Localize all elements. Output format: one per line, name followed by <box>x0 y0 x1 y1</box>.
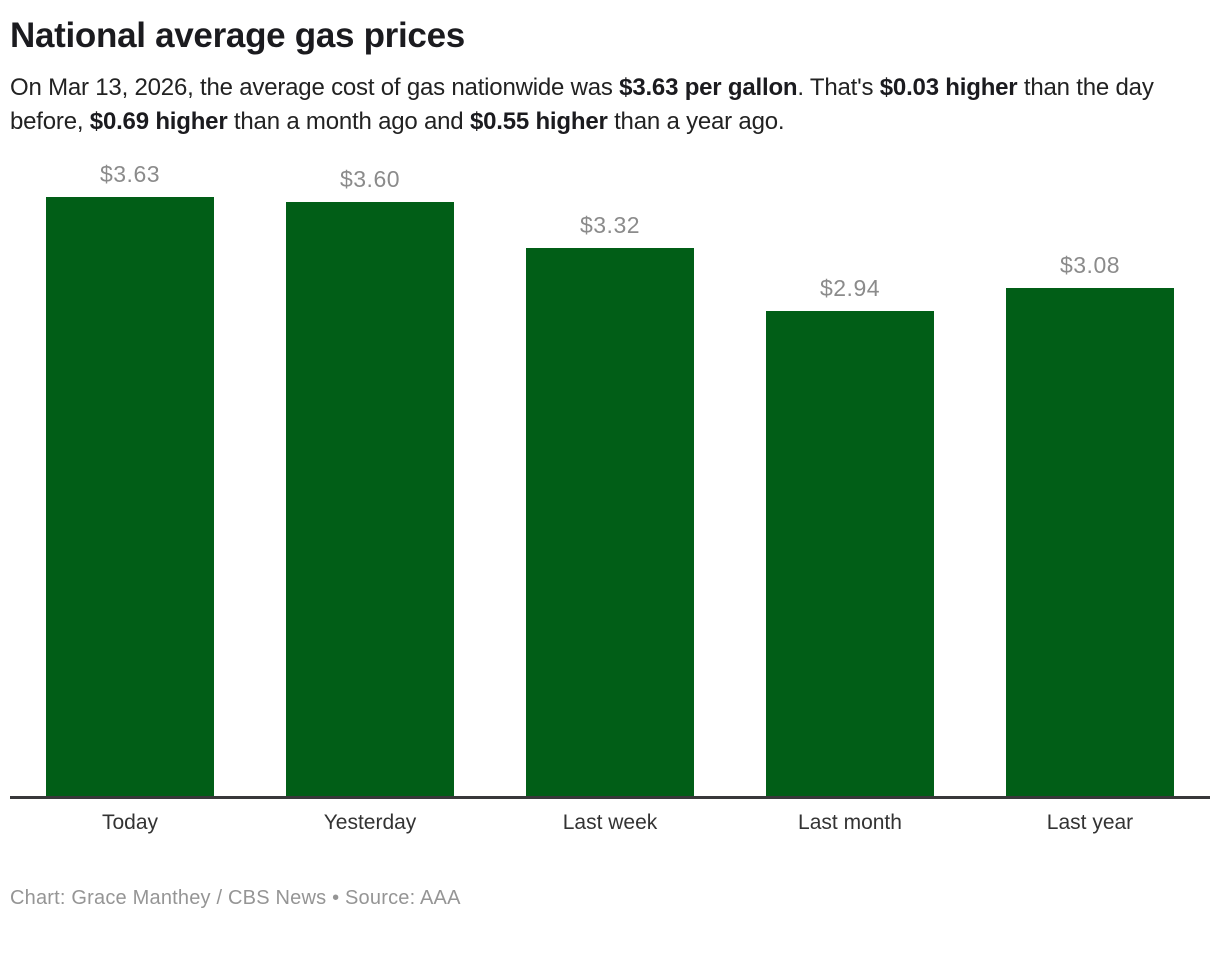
bar-value-label: $3.60 <box>339 166 401 192</box>
bar-column: $3.63 <box>46 160 214 796</box>
footer-credit: Chart: Grace Manthey / CBS News • Source… <box>10 887 461 909</box>
bar <box>1006 288 1174 796</box>
bar-value-label: $3.63 <box>99 161 161 187</box>
x-axis-label: Yesterday <box>323 811 417 834</box>
x-axis-label: Last month <box>798 811 902 834</box>
chart-subtitle: On Mar 13, 2026, the average cost of gas… <box>10 74 1154 135</box>
plot-area: $3.63 $3.60 $3.32 $2.94 $3.08 <box>10 154 1210 796</box>
bar-column: $3.32 <box>526 211 694 796</box>
bar <box>286 202 454 796</box>
x-axis-label: Last week <box>562 811 658 834</box>
bar-value-label: $3.32 <box>579 212 641 238</box>
x-axis-baseline <box>10 796 1210 799</box>
x-axis-labels: Today Yesterday Last week Last month Last ye… <box>10 799 1210 836</box>
bar <box>46 197 214 796</box>
bar-column: $3.60 <box>286 165 454 796</box>
page-title: National average gas prices <box>10 16 465 55</box>
x-axis-label: Last year <box>1046 811 1134 834</box>
bar <box>526 248 694 796</box>
bar-value-label: $2.94 <box>819 275 881 301</box>
bar <box>766 311 934 796</box>
x-axis-label: Today <box>101 811 159 834</box>
bar-value-label: $3.08 <box>1059 252 1121 278</box>
bar-column: $3.08 <box>1006 251 1174 796</box>
bar-column: $2.94 <box>766 274 934 796</box>
bar-chart: $3.63 $3.60 $3.32 $2.94 $3.08 Today Yeste… <box>10 154 1210 836</box>
